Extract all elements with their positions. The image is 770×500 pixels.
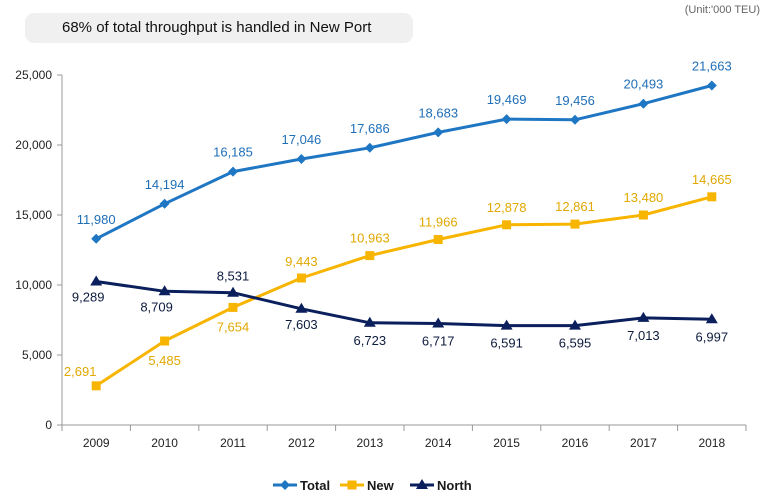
data-label-new-2010: 5,485	[148, 353, 181, 368]
data-label-new-2011: 7,654	[217, 319, 250, 334]
point-total-2009	[91, 233, 102, 244]
point-north-2011	[227, 286, 239, 297]
point-north-2016	[569, 319, 581, 330]
y-tick-label: 5,000	[22, 348, 52, 362]
point-north-2010	[158, 285, 171, 296]
data-label-north-2009: 9,289	[72, 290, 105, 305]
data-label-new-2009: 2,691	[64, 364, 97, 379]
point-new-2016	[570, 219, 580, 229]
data-label-north-2018: 6,997	[696, 329, 729, 344]
point-north-2018	[705, 313, 718, 324]
data-label-north-2014: 6,717	[422, 334, 455, 349]
series-line-new	[95, 195, 713, 388]
y-tick-label: 10,000	[15, 278, 52, 292]
x-tick-label: 2014	[425, 436, 452, 450]
point-new-2018	[707, 192, 717, 202]
y-tick-label: 0	[45, 418, 52, 432]
data-label-total-2009: 11,980	[77, 212, 116, 227]
x-tick-label: 2010	[151, 436, 178, 450]
data-label-north-2013: 6,723	[354, 333, 387, 348]
point-total-2014	[433, 127, 444, 138]
point-north-2012	[295, 302, 308, 313]
point-new-2014	[433, 235, 443, 244]
data-label-new-2017: 13,480	[624, 190, 664, 205]
point-north-2013	[363, 316, 376, 327]
data-label-total-2013: 17,686	[350, 121, 390, 136]
x-tick-label: 2016	[562, 436, 589, 450]
data-label-total-2017: 20,493	[624, 77, 664, 92]
chart-headline: 68% of total throughput is handled in Ne…	[25, 13, 413, 43]
point-north-2009	[90, 275, 103, 286]
data-label-total-2010: 14,194	[145, 177, 185, 192]
data-label-total-2018: 21,663	[692, 59, 732, 74]
data-label-new-2015: 12,878	[487, 200, 527, 215]
data-label-new-2012: 9,443	[285, 254, 318, 269]
point-new-2012	[296, 273, 306, 283]
data-label-new-2018: 14,665	[692, 172, 732, 187]
point-north-2014	[432, 317, 445, 328]
data-label-north-2012: 7,603	[285, 317, 318, 332]
legend-label-north: North	[437, 478, 472, 493]
data-label-total-2016: 19,456	[555, 93, 595, 108]
point-total-2011	[228, 166, 238, 177]
point-new-2017	[638, 210, 648, 220]
legend-label-total: Total	[300, 478, 330, 493]
data-label-north-2011: 8,531	[217, 269, 250, 284]
series-line-total	[95, 84, 713, 241]
point-new-2011	[228, 302, 238, 312]
x-tick-label: 2009	[83, 436, 110, 450]
point-total-2017	[638, 98, 649, 109]
point-total-2015	[501, 114, 512, 125]
point-total-2016	[570, 114, 580, 125]
point-new-2009	[91, 381, 101, 391]
x-tick-label: 2012	[288, 436, 315, 450]
x-tick-label: 2015	[493, 436, 520, 450]
data-label-total-2012: 17,046	[282, 132, 322, 147]
data-label-north-2017: 7,013	[627, 328, 660, 343]
series-line-north	[95, 280, 712, 328]
unit-note: (Unit:'000 TEU)	[684, 4, 760, 16]
data-label-new-2013: 10,963	[350, 231, 390, 246]
legend-label-new: New	[367, 478, 395, 493]
point-north-2015	[500, 319, 513, 330]
data-label-north-2015: 6,591	[490, 336, 523, 351]
data-label-new-2016: 12,861	[555, 199, 595, 214]
x-tick-label: 2011	[220, 436, 246, 450]
y-tick-label: 25,000	[15, 68, 52, 82]
y-tick-label: 20,000	[15, 138, 52, 152]
point-new-2013	[365, 251, 375, 261]
point-new-2010	[160, 336, 170, 346]
y-tick-label: 15,000	[15, 208, 52, 222]
x-tick-label: 2013	[356, 436, 383, 450]
legend-marker-north	[416, 479, 428, 489]
x-tick-label: 2018	[698, 436, 725, 450]
point-total-2018	[706, 80, 717, 91]
point-total-2010	[159, 198, 170, 209]
point-total-2013	[364, 142, 375, 153]
legend-marker-total	[280, 480, 290, 490]
headline-text: 68% of total throughput is handled in Ne…	[62, 19, 372, 36]
data-label-total-2014: 18,683	[418, 105, 458, 120]
data-label-north-2016: 6,595	[559, 336, 592, 351]
data-label-new-2014: 11,966	[419, 215, 458, 230]
data-label-total-2015: 19,469	[487, 92, 527, 107]
data-label-total-2011: 16,185	[213, 145, 253, 160]
data-label-north-2010: 8,709	[140, 299, 173, 314]
point-north-2017	[637, 311, 650, 322]
legend-marker-new	[347, 480, 357, 490]
point-total-2012	[296, 154, 307, 164]
x-tick-label: 2017	[630, 436, 657, 450]
point-new-2015	[502, 220, 512, 230]
